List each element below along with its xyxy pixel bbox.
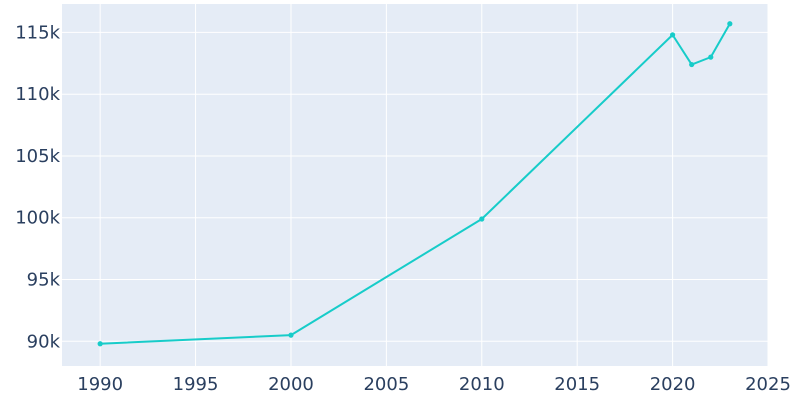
- y-tick-label-105k: 105k: [15, 146, 60, 167]
- data-point-2021: [689, 61, 695, 68]
- x-tick-label-2000: 2000: [268, 374, 314, 395]
- x-gridlines: [99, 4, 769, 366]
- x-axis-tick-labels: 1990 1995 2000 2005 2010 2015 2020 2025: [77, 374, 791, 395]
- y-tick-label-100k: 100k: [15, 208, 60, 229]
- data-point-2000: [288, 332, 294, 338]
- y-gridlines: [62, 31, 768, 342]
- x-tick-label-2025: 2025: [745, 374, 791, 395]
- x-tick-label-2015: 2015: [554, 374, 600, 395]
- data-point-2022: [708, 54, 714, 60]
- x-tick-label-1995: 1995: [173, 374, 219, 395]
- series-layer: [97, 21, 733, 347]
- x-tick-label-2010: 2010: [459, 374, 505, 395]
- x-tick-label-2005: 2005: [363, 374, 409, 395]
- y-tick-label-115k: 115k: [15, 22, 60, 43]
- y-tick-label-90k: 90k: [27, 331, 61, 352]
- data-point-2023: [727, 21, 733, 27]
- y-tick-label-95k: 95k: [27, 270, 61, 291]
- x-tick-label-1990: 1990: [77, 374, 123, 395]
- plot-background: [62, 4, 768, 366]
- x-tick-label-2020: 2020: [650, 374, 696, 395]
- data-point-2010: [479, 216, 485, 222]
- y-tick-label-110k: 110k: [15, 84, 60, 105]
- data-point-1990: [97, 341, 103, 347]
- y-axis-tick-labels: 90k 95k 100k 105k 110k 115k: [15, 22, 60, 352]
- data-point-2020: [669, 32, 676, 38]
